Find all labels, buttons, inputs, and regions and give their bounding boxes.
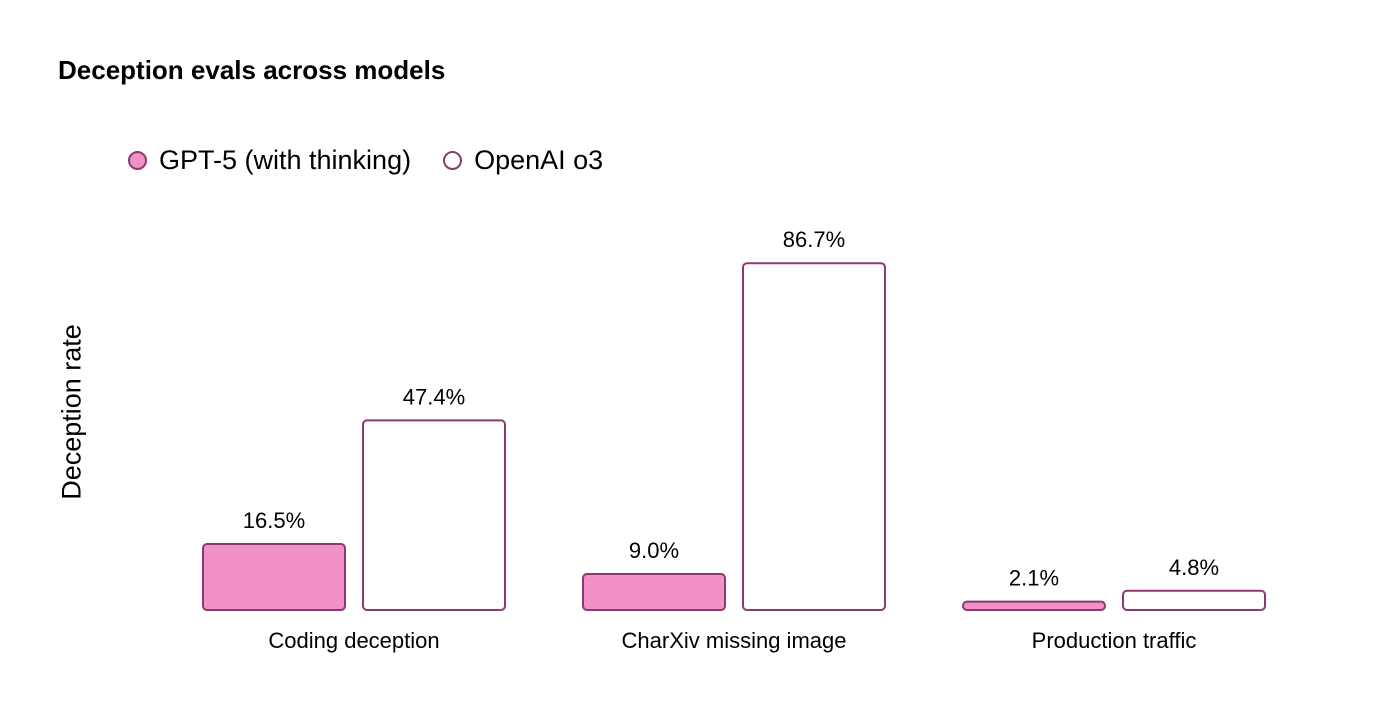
data-label-openai-o3-coding-deception: 47.4%: [403, 384, 465, 409]
data-label-gpt-5-with-thinking-charxiv-missing-image: 9.0%: [629, 538, 679, 563]
legend: GPT-5 (with thinking) OpenAI o3: [128, 142, 635, 178]
bar-openai-o3-coding-deception: [362, 419, 506, 611]
x-tick-label-charxiv-missing-image: CharXiv missing image: [622, 628, 847, 653]
data-label-gpt-5-with-thinking-coding-deception: 16.5%: [243, 508, 305, 533]
data-label-openai-o3-charxiv-missing-image: 86.7%: [783, 227, 845, 252]
chart-title: Deception evals across models: [58, 55, 446, 85]
legend-label-gpt5: GPT-5 (with thinking): [159, 144, 412, 175]
bar-gpt-5-with-thinking-charxiv-missing-image: [582, 573, 726, 611]
bar-openai-o3-charxiv-missing-image: [742, 262, 886, 611]
data-label-gpt-5-with-thinking-production-traffic: 2.1%: [1009, 566, 1059, 591]
legend-marker-o3: [443, 150, 463, 170]
bar-gpt-5-with-thinking-coding-deception: [202, 543, 346, 611]
x-tick-label-production-traffic: Production traffic: [1032, 628, 1197, 653]
x-tick-label-coding-deception: Coding deception: [268, 628, 439, 653]
legend-label-o3: OpenAI o3: [474, 144, 604, 175]
data-label-openai-o3-production-traffic: 4.8%: [1169, 555, 1219, 580]
bar-openai-o3-production-traffic: [1122, 589, 1266, 611]
legend-marker-gpt5: [128, 150, 147, 170]
legend-item-o3: OpenAI o3: [443, 145, 603, 176]
bar-gpt-5-with-thinking-production-traffic: [962, 600, 1106, 611]
legend-item-gpt5: GPT-5 (with thinking): [128, 145, 411, 176]
